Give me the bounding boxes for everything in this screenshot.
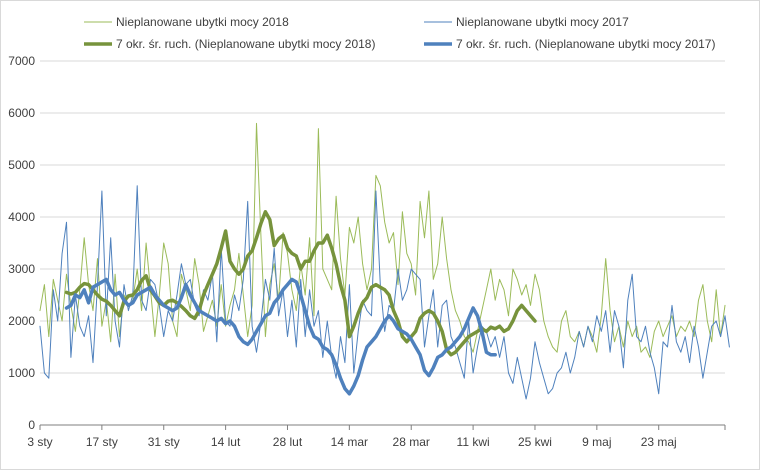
y-tick-label: 2000 xyxy=(8,314,35,328)
legend-item-2018: Nieplanowane ubytki mocy 2018 xyxy=(84,15,289,29)
x-tick-label: 31 sty xyxy=(148,435,180,449)
y-tick-label: 3000 xyxy=(8,262,35,276)
y-tick-label: 5000 xyxy=(8,158,35,172)
legend-label-2018: Nieplanowane ubytki mocy 2018 xyxy=(116,15,289,29)
legend-label-ma-2018: 7 okr. śr. ruch. (Nieplanowane ubytki mo… xyxy=(116,37,375,51)
series-layer xyxy=(39,122,730,400)
series-ma-2018-line xyxy=(64,210,537,357)
x-tick-label: 11 kwi xyxy=(457,435,490,449)
legend-label-2017: Nieplanowane ubytki mocy 2017 xyxy=(456,15,629,29)
legend-item-ma-2018: 7 okr. śr. ruch. (Nieplanowane ubytki mo… xyxy=(84,37,375,51)
x-tick-label: 25 kwi xyxy=(518,435,552,449)
y-tick-label: 7000 xyxy=(8,54,35,68)
x-axis-ticks: 3 sty 17 sty 31 sty 14 lut 28 lut 14 mar 28 ma… xyxy=(27,425,726,449)
x-tick-label: 3 sty xyxy=(27,435,52,449)
x-tick-label: 23 maj xyxy=(641,435,677,449)
x-tick-label: 28 mar xyxy=(393,435,430,449)
legend-item-2017: Nieplanowane ubytki mocy 2017 xyxy=(424,15,629,29)
series-2017-line xyxy=(39,185,730,400)
legend: Nieplanowane ubytki mocy 2018 Nieplanowa… xyxy=(84,15,715,51)
y-tick-label: 6000 xyxy=(8,106,35,120)
y-tick-label: 1000 xyxy=(8,366,35,380)
series-ma-2017-line xyxy=(64,277,497,396)
legend-item-ma-2017: 7 okr. śr. ruch. (Nieplanowane ubytki mo… xyxy=(424,37,715,51)
x-tick-label: 14 lut xyxy=(211,435,241,449)
series-2018-line xyxy=(39,122,726,358)
y-tick-label: 4000 xyxy=(8,210,35,224)
legend-label-ma-2017: 7 okr. śr. ruch. (Nieplanowane ubytki mo… xyxy=(456,37,715,51)
x-tick-label: 17 sty xyxy=(86,435,118,449)
y-axis-ticks: 0 1000 2000 3000 4000 5000 6000 7000 xyxy=(8,54,35,432)
gridlines xyxy=(40,60,725,374)
x-tick-label: 14 mar xyxy=(331,435,368,449)
y-tick-label: 0 xyxy=(28,418,35,432)
x-tick-label: 9 maj xyxy=(582,435,611,449)
x-tick-label: 28 lut xyxy=(273,435,303,449)
